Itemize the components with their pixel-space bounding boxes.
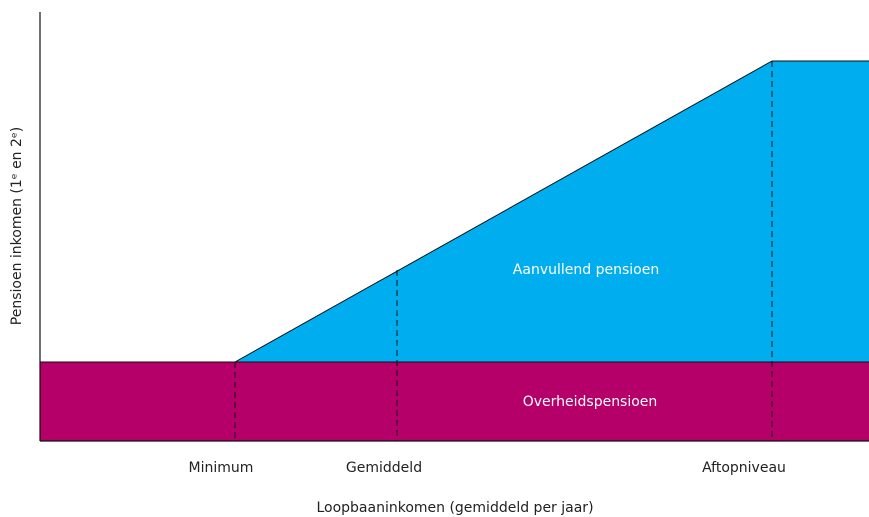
marker-label: Gemiddeld <box>346 460 422 476</box>
marker-label: Aftopniveau <box>702 460 786 476</box>
region-label: Aanvullend pensioen <box>513 262 659 278</box>
x-axis-label: Loopbaaninkomen (gemiddeld per jaar) <box>316 500 593 516</box>
government-pension-area <box>40 362 869 441</box>
slope-line <box>234 60 773 363</box>
y-axis-label: Pensioen inkomen (1ᵉ en 2ᵉ) <box>9 127 25 325</box>
supplementary-pension-area <box>235 61 869 362</box>
marker-label: Minimum <box>189 460 254 476</box>
region-label: Overheidspensioen <box>523 394 658 410</box>
